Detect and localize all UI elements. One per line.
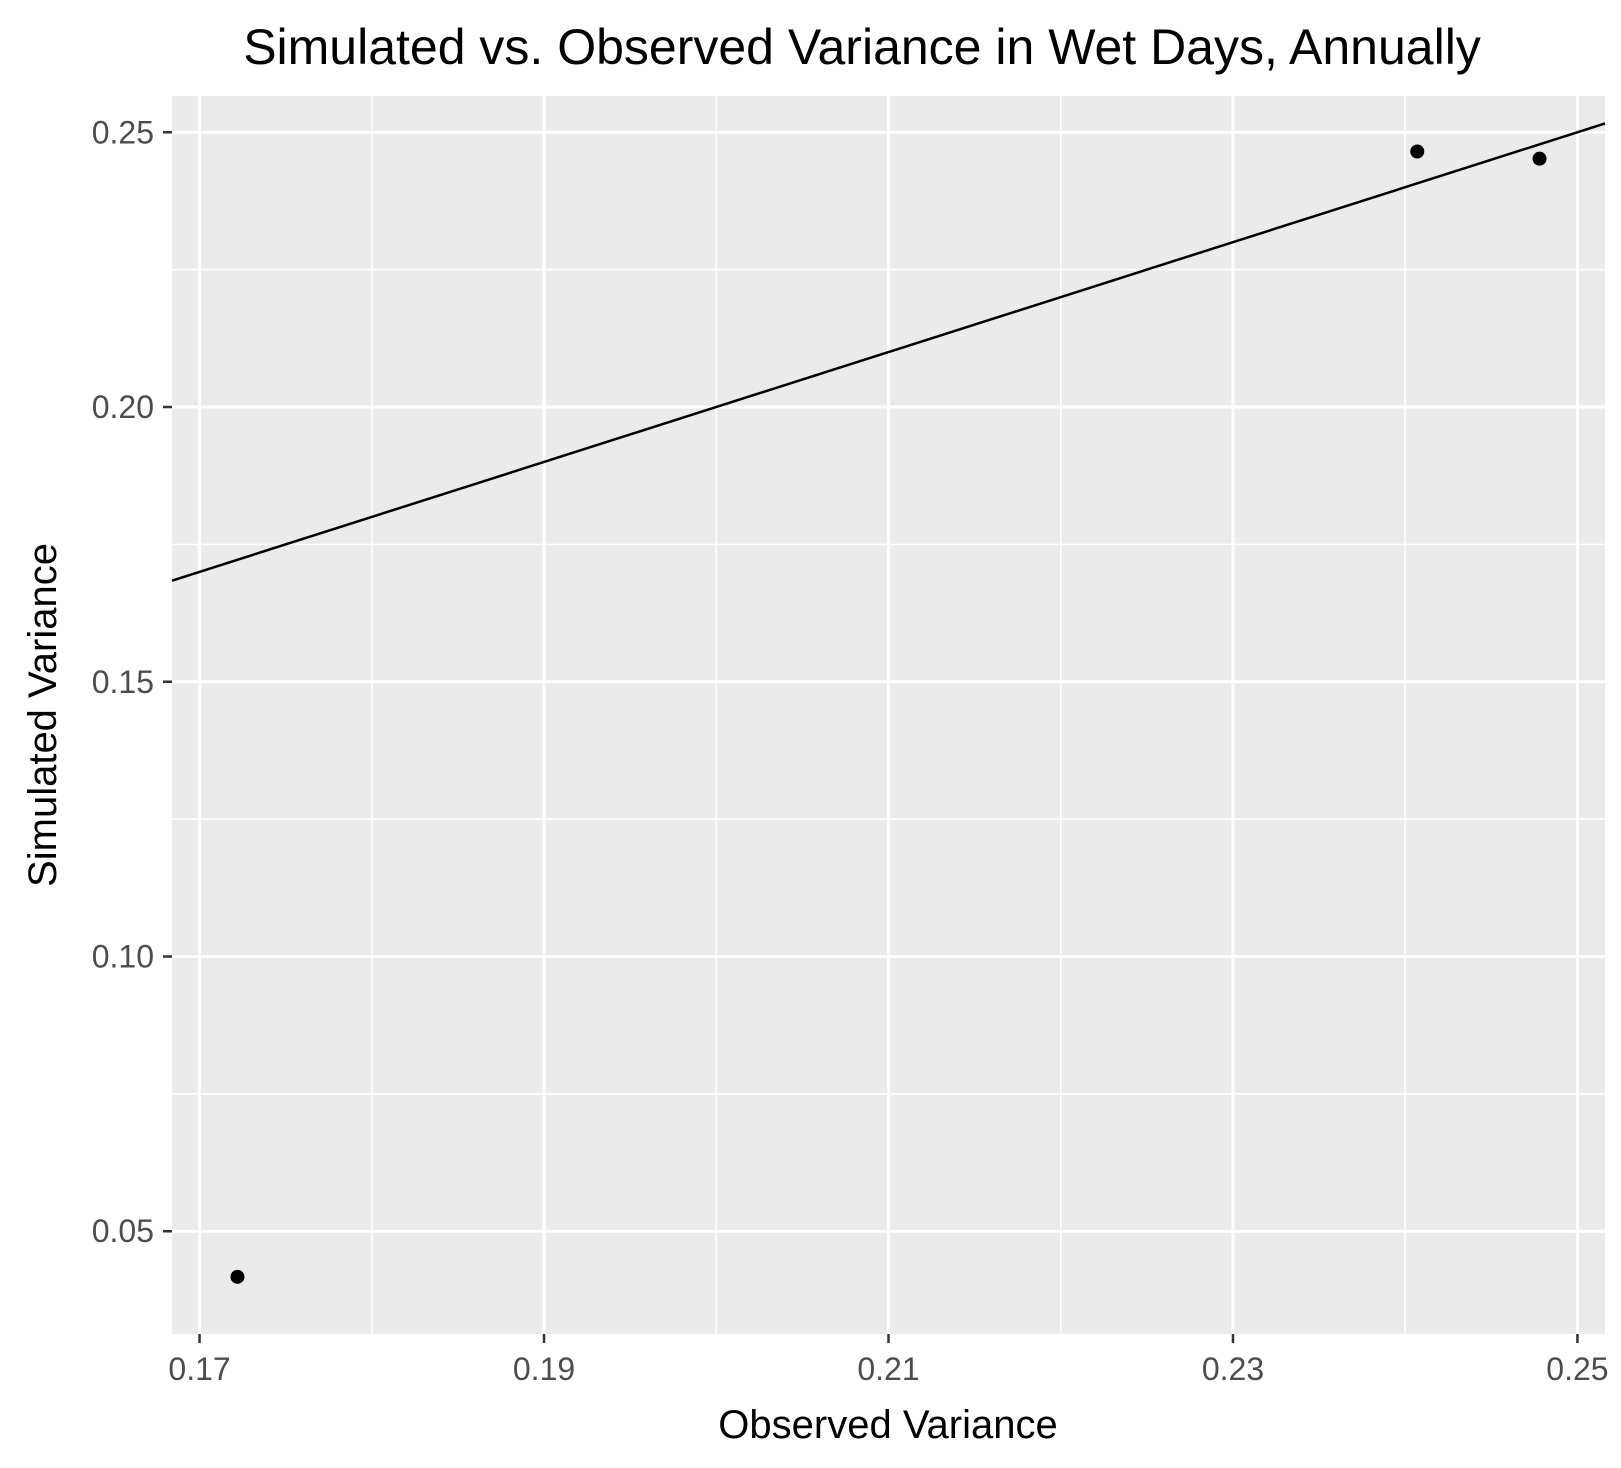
chart-title: Simulated vs. Observed Variance in Wet D… xyxy=(243,19,1481,75)
data-point xyxy=(230,1269,245,1284)
y-tick-label: 0.10 xyxy=(92,939,154,975)
data-point xyxy=(1532,151,1547,166)
y-tick-label: 0.25 xyxy=(92,114,154,150)
x-tick-label: 0.23 xyxy=(1202,1351,1264,1387)
x-axis: 0.17 0.19 0.21 0.23 0.25 xyxy=(168,1334,1609,1387)
y-tick-label: 0.20 xyxy=(92,389,154,425)
x-tick-label: 0.19 xyxy=(513,1351,575,1387)
data-points xyxy=(230,144,1547,1284)
y-axis-label: Simulated Variance xyxy=(21,543,65,887)
reference-line-group xyxy=(171,122,1606,582)
x-tick-label: 0.25 xyxy=(1546,1351,1608,1387)
y-axis: 0.05 0.10 0.15 0.20 0.25 xyxy=(92,114,172,1249)
x-tick-label: 0.21 xyxy=(857,1351,919,1387)
x-tick-label: 0.17 xyxy=(168,1351,230,1387)
major-gridlines xyxy=(172,96,1605,1334)
y-tick-label: 0.15 xyxy=(92,664,154,700)
data-point xyxy=(1410,144,1425,159)
x-axis-label: Observed Variance xyxy=(718,1403,1057,1447)
reference-line xyxy=(171,122,1606,582)
y-tick-label: 0.05 xyxy=(92,1213,154,1249)
